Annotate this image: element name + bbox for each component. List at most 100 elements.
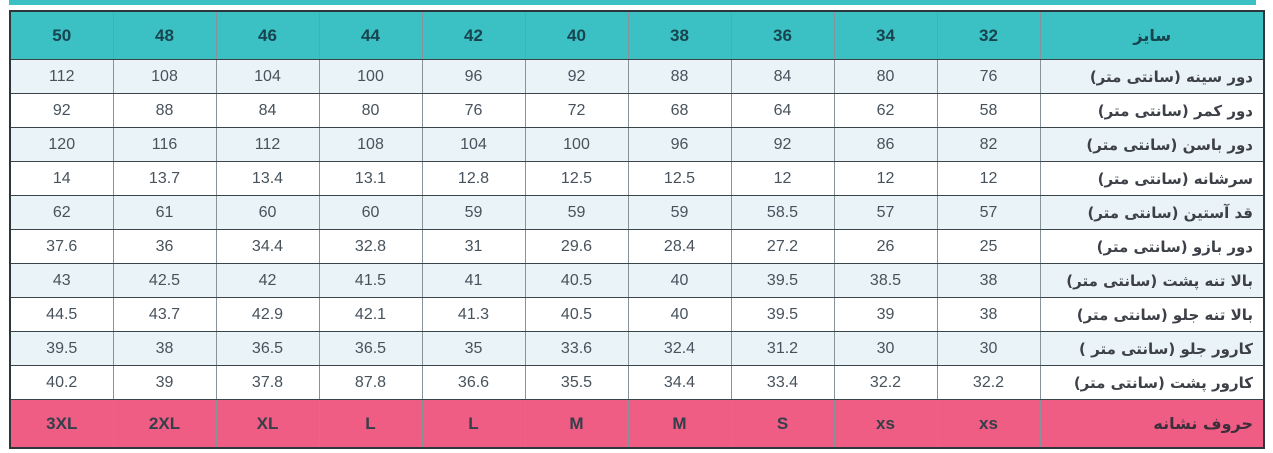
measurement-value: 87.8 [318, 365, 423, 400]
measurement-value: 80 [318, 93, 423, 128]
measurement-value: 88 [627, 59, 732, 94]
measurement-value: 13.1 [318, 161, 423, 196]
measurement-value: 92 [730, 127, 835, 162]
measurement-value: 13.7 [112, 161, 217, 196]
measurement-value: 92 [9, 93, 114, 128]
measurement-value: 40.5 [524, 297, 629, 332]
measurement-value: 59 [421, 195, 526, 230]
measurement-row: 112 108 104 100 96 92 88 84 80 76 دور سینه (سانتی … [9, 59, 1265, 94]
measurement-value: 12.5 [524, 161, 629, 196]
size-letter: L [318, 399, 423, 449]
measurement-value: 39 [833, 297, 938, 332]
measurement-value: 72 [524, 93, 629, 128]
measurement-value: 39.5 [9, 331, 114, 366]
measurement-value: 32.4 [627, 331, 732, 366]
measurement-value: 84 [215, 93, 320, 128]
measurement-value: 88 [112, 93, 217, 128]
measurement-value: 26 [833, 229, 938, 264]
size-letter: xs [833, 399, 938, 449]
measurement-value: 100 [524, 127, 629, 162]
size-letter: L [421, 399, 526, 449]
measurement-value: 39.5 [730, 297, 835, 332]
measurement-value: 43 [9, 263, 114, 298]
measurement-value: 42.5 [112, 263, 217, 298]
measurement-value: 59 [627, 195, 732, 230]
measurement-value: 112 [9, 59, 114, 94]
measurement-value: 84 [730, 59, 835, 94]
measurement-value: 12.8 [421, 161, 526, 196]
measurement-value: 112 [215, 127, 320, 162]
measurement-value: 120 [9, 127, 114, 162]
measurement-value: 25 [936, 229, 1041, 264]
size-column-header: 36 [730, 10, 835, 60]
measurement-value: 86 [833, 127, 938, 162]
measurement-value: 108 [318, 127, 423, 162]
letter-row-label: حروف نشانه [1039, 399, 1265, 449]
size-column-header: 50 [9, 10, 114, 60]
measurement-value: 96 [627, 127, 732, 162]
measurement-value: 80 [833, 59, 938, 94]
header-row: 50 48 46 44 42 40 38 36 34 32 سایز [9, 10, 1265, 60]
measurement-value: 39.5 [730, 263, 835, 298]
size-letter: XL [215, 399, 320, 449]
measurement-value: 60 [318, 195, 423, 230]
top-accent-strip [9, 0, 1256, 5]
measurement-row: 92 88 84 80 76 72 68 64 62 58 دور کمر (سانتی متر) [9, 93, 1265, 128]
measurement-value: 104 [421, 127, 526, 162]
measurement-value: 33.6 [524, 331, 629, 366]
measurement-row: 44.5 43.7 42.9 42.1 41.3 40.5 40 39.5 39 38 بالا ت… [9, 297, 1265, 332]
measurement-value: 38 [936, 263, 1041, 298]
size-letter: M [524, 399, 629, 449]
measurement-value: 41.3 [421, 297, 526, 332]
measurement-label: دور باسن (سانتی متر) [1039, 127, 1265, 162]
measurement-value: 108 [112, 59, 217, 94]
measurement-value: 31.2 [730, 331, 835, 366]
measurement-value: 14 [9, 161, 114, 196]
size-column-header: 38 [627, 10, 732, 60]
measurement-value: 43.7 [112, 297, 217, 332]
size-column-header: 40 [524, 10, 629, 60]
measurement-value: 38.5 [833, 263, 938, 298]
measurement-value: 60 [215, 195, 320, 230]
table-body: 112 108 104 100 96 92 88 84 80 76 دور سینه (سانتی … [9, 59, 1265, 400]
size-column-header: 34 [833, 10, 938, 60]
measurement-value: 40.2 [9, 365, 114, 400]
measurement-label: دور سینه (سانتی متر) [1039, 59, 1265, 94]
measurement-value: 58.5 [730, 195, 835, 230]
measurement-value: 37.8 [215, 365, 320, 400]
measurement-value: 57 [833, 195, 938, 230]
measurement-value: 12.5 [627, 161, 732, 196]
measurement-value: 59 [524, 195, 629, 230]
measurement-value: 32.2 [833, 365, 938, 400]
measurement-label: کارور پشت (سانتی متر) [1039, 365, 1265, 400]
measurement-label: بالا تنه پشت (سانتی متر) [1039, 263, 1265, 298]
measurement-label: سرشانه (سانتی متر) [1039, 161, 1265, 196]
measurement-value: 35.5 [524, 365, 629, 400]
measurement-value: 28.4 [627, 229, 732, 264]
measurement-value: 32.8 [318, 229, 423, 264]
measurement-value: 33.4 [730, 365, 835, 400]
measurement-value: 40 [627, 263, 732, 298]
measurement-value: 35 [421, 331, 526, 366]
size-column-header: 32 [936, 10, 1041, 60]
measurement-value: 12 [730, 161, 835, 196]
measurement-value: 62 [9, 195, 114, 230]
measurement-value: 96 [421, 59, 526, 94]
measurement-value: 38 [112, 331, 217, 366]
measurement-label: کارور جلو (سانتی متر ) [1039, 331, 1265, 366]
measurement-value: 27.2 [730, 229, 835, 264]
measurement-row: 62 61 60 60 59 59 59 58.5 57 57 قد آستین (سانتی مت… [9, 195, 1265, 230]
size-column-header: 42 [421, 10, 526, 60]
size-letter: 3XL [9, 399, 114, 449]
measurement-value: 100 [318, 59, 423, 94]
measurement-value: 62 [833, 93, 938, 128]
size-column-header: 48 [112, 10, 217, 60]
measurement-value: 30 [833, 331, 938, 366]
size-column-header: 46 [215, 10, 320, 60]
measurement-label: دور بازو (سانتی متر) [1039, 229, 1265, 264]
measurement-label: بالا تنه جلو (سانتی متر) [1039, 297, 1265, 332]
measurement-value: 57 [936, 195, 1041, 230]
measurement-value: 64 [730, 93, 835, 128]
size-letter: M [627, 399, 732, 449]
